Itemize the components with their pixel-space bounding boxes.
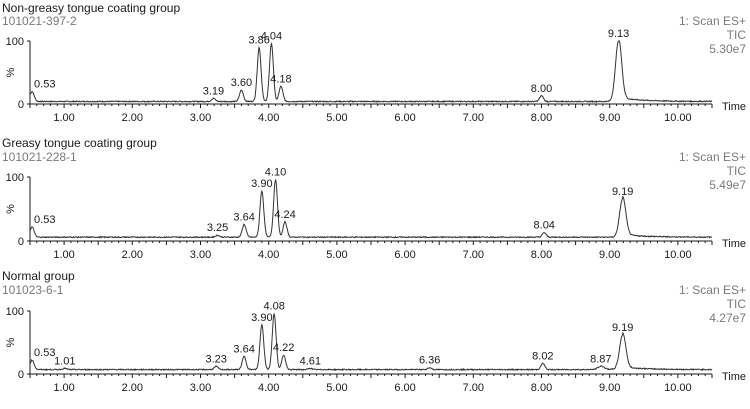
x-tick-label: 1.00 <box>53 249 74 261</box>
peak-label: 8.02 <box>532 350 553 362</box>
peak-label: 3.86 <box>248 34 269 46</box>
peak-label: 0.53 <box>34 347 55 359</box>
x-tick-label: 4.00 <box>258 382 279 394</box>
scan-mode: 1: Scan ES+ <box>679 283 746 297</box>
peak-label: 3.64 <box>233 211 254 223</box>
x-tick-label: 10.00 <box>664 112 692 124</box>
x-tick-label: 1.00 <box>53 382 74 394</box>
tic-trace <box>29 312 713 372</box>
peak-label: 9.19 <box>612 322 633 334</box>
y-tick-label-0: 0 <box>18 369 24 381</box>
y-axis-label: % <box>5 67 17 77</box>
x-tick-label: 7.00 <box>463 249 484 261</box>
peak-label: 9.19 <box>612 186 633 198</box>
peak-label: 0.53 <box>34 214 55 226</box>
x-axis-label: Time <box>722 238 746 250</box>
x-tick-label: 4.00 <box>258 249 279 261</box>
peak-label: 4.61 <box>300 355 321 367</box>
x-tick-label: 3.00 <box>190 112 211 124</box>
max-intensity: 5.49e7 <box>709 178 746 192</box>
x-tick-label: 3.00 <box>190 382 211 394</box>
x-tick-label: 1.00 <box>53 112 74 124</box>
signal-type: TIC <box>727 164 747 178</box>
x-tick-label: 2.00 <box>122 249 143 261</box>
y-tick-label-100: 100 <box>6 172 24 184</box>
x-tick-label: 7.00 <box>463 112 484 124</box>
max-intensity: 5.30e7 <box>709 42 746 56</box>
x-tick-label: 10.00 <box>664 249 692 261</box>
y-tick-label-0: 0 <box>18 99 24 111</box>
x-tick-label: 6.00 <box>394 249 415 261</box>
peak-label: 3.23 <box>205 353 226 365</box>
tic-trace <box>29 178 713 239</box>
x-tick-label: 8.00 <box>531 382 552 394</box>
panel-title: Non-greasy tongue coating group <box>2 1 180 15</box>
sample-id: 101021-228-1 <box>2 150 77 164</box>
peak-label: 1.01 <box>54 355 75 367</box>
x-tick-label: 9.00 <box>599 382 620 394</box>
peak-label: 6.36 <box>419 355 440 367</box>
x-tick-label: 6.00 <box>394 382 415 394</box>
peak-label: 3.60 <box>231 77 252 89</box>
x-tick-label: 7.00 <box>463 382 484 394</box>
peak-label: 3.19 <box>203 85 224 97</box>
peak-label: 0.53 <box>34 78 55 90</box>
panel-title: Normal group <box>2 269 75 283</box>
x-tick-label: 8.00 <box>531 249 552 261</box>
signal-type: TIC <box>727 297 747 311</box>
x-tick-label: 9.00 <box>599 112 620 124</box>
peak-label: 4.08 <box>263 301 284 313</box>
y-axis-label: % <box>5 337 17 347</box>
x-tick-label: 5.00 <box>326 382 347 394</box>
max-intensity: 4.27e7 <box>709 311 746 325</box>
x-tick-label: 2.00 <box>122 112 143 124</box>
x-tick-label: 4.00 <box>258 112 279 124</box>
y-tick-label-100: 100 <box>6 306 24 318</box>
x-axis-label: Time <box>722 101 746 113</box>
sample-id: 101023-6-1 <box>2 283 64 297</box>
x-tick-label: 6.00 <box>394 112 415 124</box>
chromatogram-panel-1: Non-greasy tongue coating group101021-39… <box>2 1 746 124</box>
y-axis-label: % <box>5 204 17 214</box>
x-tick-label: 2.00 <box>122 382 143 394</box>
y-tick-label-0: 0 <box>18 236 24 248</box>
x-tick-label: 5.00 <box>326 112 347 124</box>
peak-label: 4.04 <box>261 31 282 43</box>
peak-label: 3.25 <box>207 222 228 234</box>
peak-label: 4.10 <box>265 167 286 179</box>
peak-label: 3.64 <box>233 343 254 355</box>
peak-label: 3.90 <box>251 178 272 190</box>
peak-label: 4.24 <box>274 209 295 221</box>
peak-label: 8.04 <box>534 220 555 232</box>
x-tick-label: 9.00 <box>599 249 620 261</box>
tic-trace <box>29 40 713 104</box>
x-tick-label: 10.00 <box>664 382 692 394</box>
y-tick-label-100: 100 <box>6 36 24 48</box>
peak-label: 4.18 <box>270 73 291 85</box>
peak-label: 9.13 <box>608 28 629 40</box>
signal-type: TIC <box>727 28 747 42</box>
panel-title: Greasy tongue coating group <box>2 136 157 150</box>
peak-label: 8.87 <box>590 353 611 365</box>
peak-label: 4.22 <box>273 342 294 354</box>
peak-label: 3.90 <box>251 312 272 324</box>
x-tick-label: 5.00 <box>326 249 347 261</box>
x-axis-label: Time <box>722 371 746 383</box>
scan-mode: 1: Scan ES+ <box>679 150 746 164</box>
x-tick-label: 8.00 <box>531 112 552 124</box>
x-tick-label: 3.00 <box>190 249 211 261</box>
scan-mode: 1: Scan ES+ <box>679 14 746 28</box>
peak-label: 8.00 <box>531 83 552 95</box>
sample-id: 101021-397-2 <box>2 14 77 28</box>
